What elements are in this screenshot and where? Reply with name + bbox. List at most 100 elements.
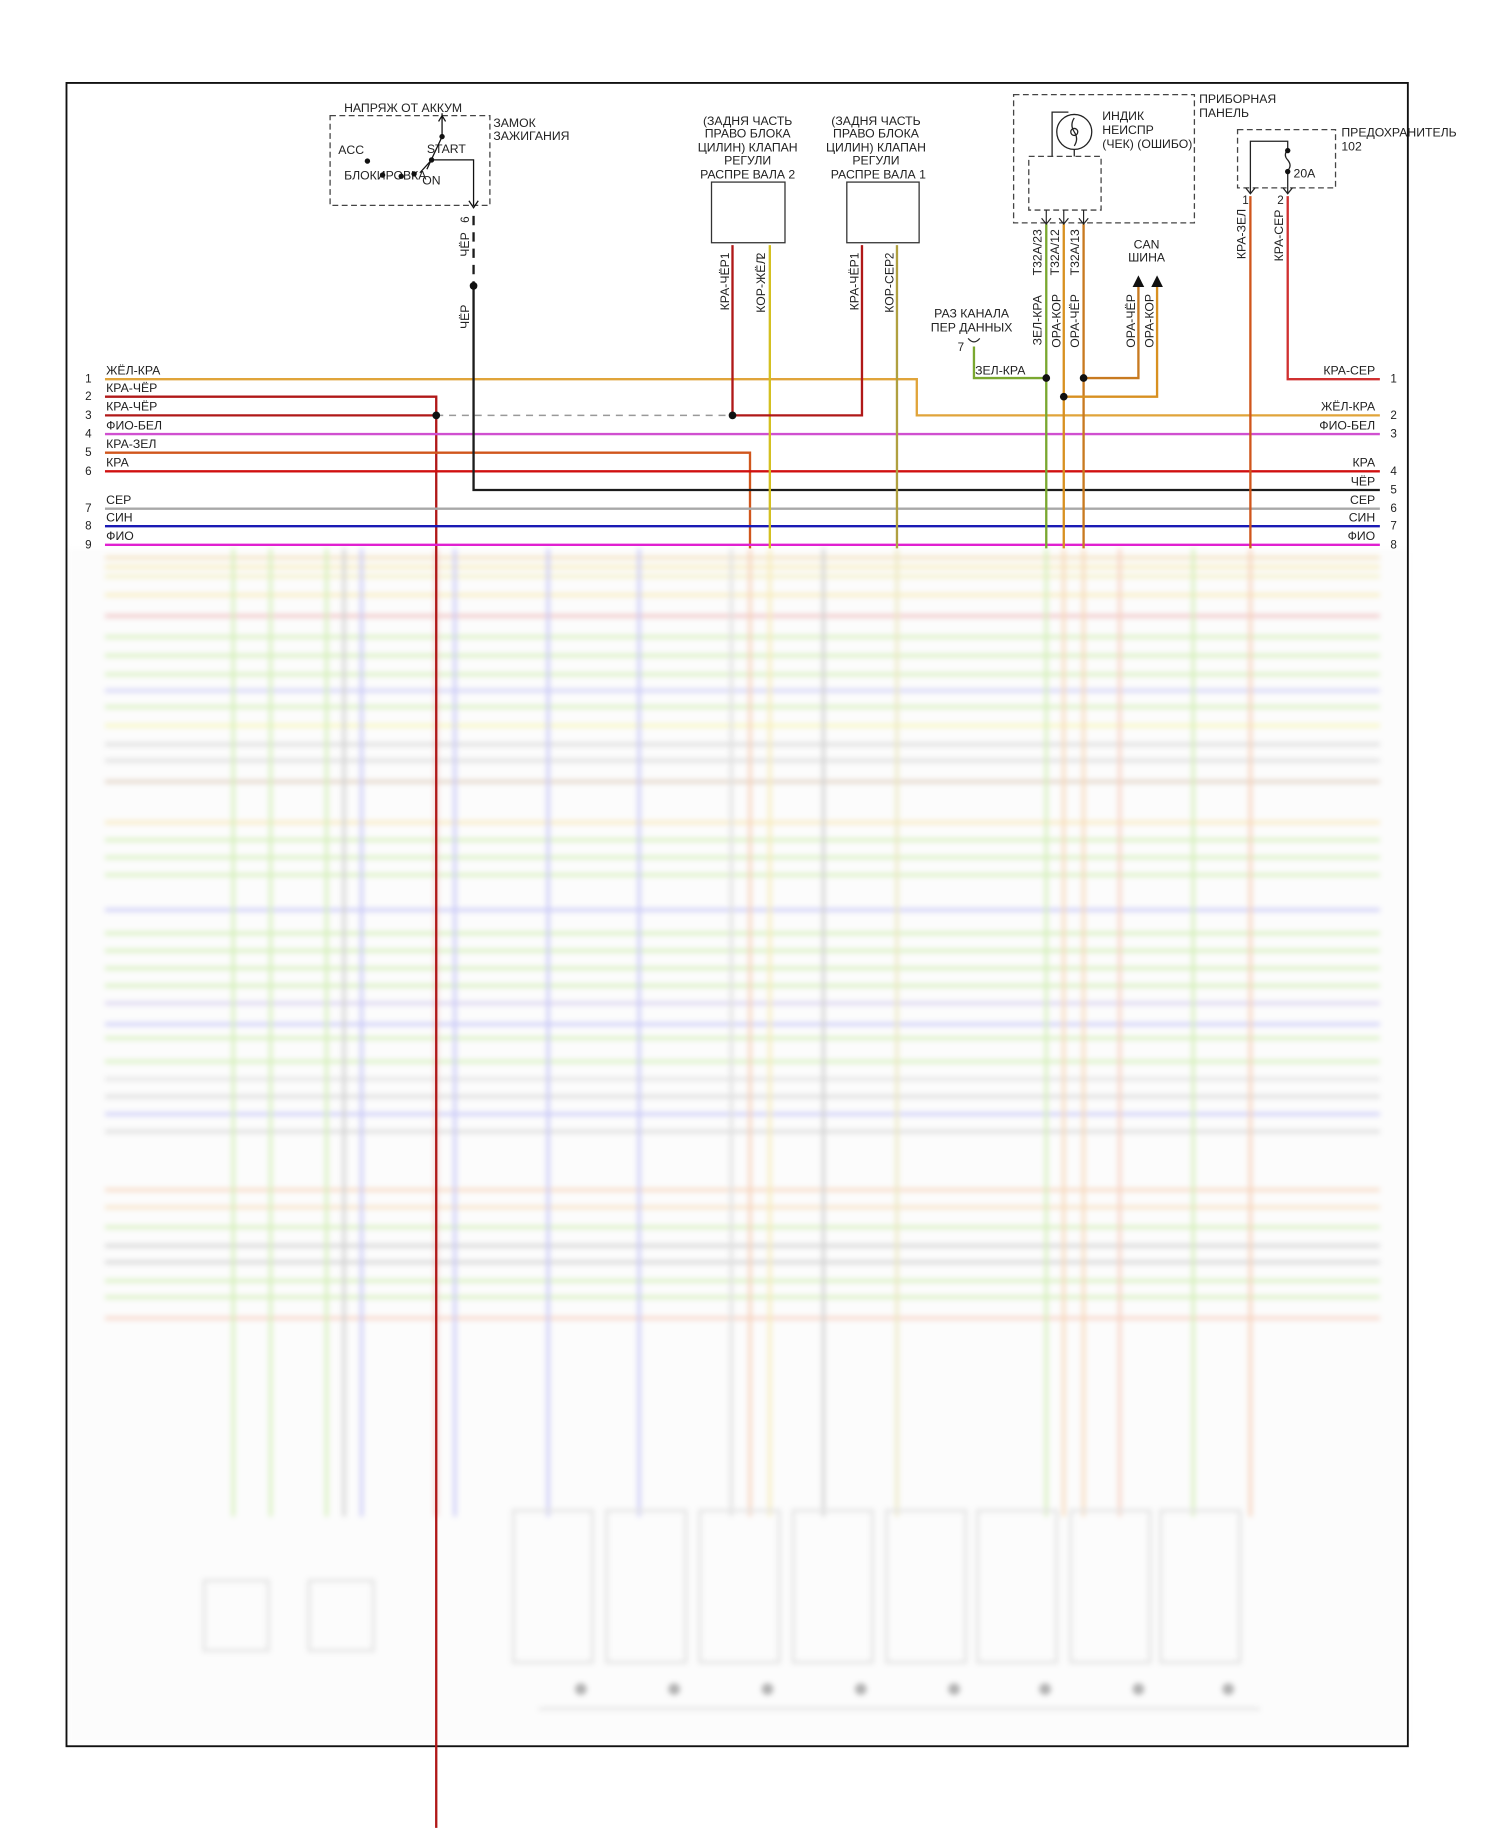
instrument-panel-box: [1012, 93, 1196, 224]
blurred-plug: [1039, 1683, 1051, 1695]
diagram-frame: [65, 82, 1409, 1748]
valve1-pin2: 2: [883, 253, 896, 259]
camshaft-valve-2: (ЗАДНЯ ЧАСТЬ ПРАВО БЛОКА ЦИЛИН) КЛАПАН Р…: [698, 114, 798, 313]
valve2-pin1: 1: [719, 253, 732, 259]
valve1-label: РАСПРЕ ВАЛА 1: [831, 168, 926, 182]
fuse-terminal: [1285, 147, 1291, 154]
switch-contacts-icon: [419, 113, 479, 209]
can-wire-label: ОРА-КОР: [1143, 294, 1157, 348]
left-pin-number: 6: [85, 465, 91, 478]
blurred-injector-coil: [698, 1509, 781, 1664]
fuse-rating: 20A: [1294, 166, 1317, 180]
ignition-name: ЗАМОК: [493, 116, 536, 130]
connector-icon: [967, 337, 981, 343]
ignition-name: ЗАЖИГАНИЯ: [493, 129, 569, 143]
instrument-panel: ПРИБОРНАЯ ПАНЕЛЬ ИНДИК НЕИСПР (ЧЕК) (ОШИ…: [1012, 92, 1276, 348]
can-wire-label: ОРА-ЧЁР: [1124, 294, 1138, 348]
camshaft-valve-1: (ЗАДНЯ ЧАСТЬ ПРАВО БЛОКА ЦИЛИН) КЛАПАН Р…: [826, 114, 926, 313]
right-pin-number: 7: [1390, 520, 1396, 533]
valve1-label: РЕГУЛИ: [852, 154, 899, 168]
right-pin-number: 4: [1390, 465, 1397, 478]
splice-dot: [432, 411, 441, 420]
valve2-pin2: 2: [755, 253, 768, 259]
right-wire-label: СЕР: [1350, 493, 1375, 507]
right-pin-number: 3: [1390, 428, 1396, 441]
wire-can-high: [1083, 284, 1140, 380]
left-wire-label: КРА-ЧЁР: [106, 381, 157, 395]
can-bus-label: CAN: [1134, 238, 1160, 252]
right-wire-label: СИН: [1349, 511, 1375, 525]
blurred-injector-coil: [885, 1509, 968, 1664]
instrument-panel-name: ПРИБОРНАЯ: [1199, 92, 1276, 106]
ignition-wire-label: ЧЁР: [458, 305, 472, 329]
left-wire-label: СИН: [106, 511, 132, 525]
wire-ignition-cher: [472, 285, 1380, 492]
blurred-injector-coil: [511, 1509, 594, 1664]
right-wire-label: ФИО: [1348, 529, 1376, 543]
ip-wire-label: ЗЕЛ-КРА: [1031, 294, 1045, 345]
wire-left-1: [104, 378, 1380, 417]
left-pin-number: 1: [85, 373, 91, 386]
left-wire-label: ФИО-БЕЛ: [106, 418, 162, 432]
valve1-label: (ЗАДНЯ ЧАСТЬ: [831, 114, 920, 128]
fuse-terminal: [1285, 168, 1291, 175]
lock-label: БЛОКИРОВКА: [344, 169, 427, 183]
blurred-plug: [1132, 1683, 1145, 1695]
data-link-wire-label: ЗЕЛ-КРА: [975, 364, 1026, 378]
blurred-injector-coil: [975, 1509, 1059, 1664]
fuse-wire1-label: КРА-ЗЕЛ: [1235, 209, 1249, 259]
left-wire-label: КРА-ЗЕЛ: [106, 437, 156, 451]
splice-dot: [469, 282, 478, 290]
right-pin-number: 2: [1390, 409, 1396, 422]
right-wire-label: ЧЁР: [1351, 474, 1375, 488]
valve2-label: РЕГУЛИ: [724, 154, 771, 168]
data-link-label: ПЕР ДАННЫХ: [931, 320, 1013, 334]
ip-wire-label: ОРА-КОР: [1049, 294, 1063, 348]
splice-dot: [728, 411, 737, 420]
fuse-number: 102: [1341, 140, 1362, 154]
wire-fuse-pin2: [1286, 196, 1380, 381]
valve2-label: РАСПРЕ ВАЛА 2: [700, 168, 795, 182]
right-pin-number: 8: [1390, 538, 1396, 551]
left-pin-number: 7: [85, 502, 91, 515]
blurred-plug: [948, 1683, 960, 1695]
wire-valve1-pin1: [732, 245, 864, 417]
valve1-box: [846, 181, 920, 244]
blurred-sensor: [307, 1579, 375, 1653]
left-wire-label: ЖЁЛ-КРА: [106, 364, 161, 378]
blurred-plug: [854, 1683, 867, 1695]
fuse-pin1: 1: [1242, 194, 1248, 207]
ip-connector-icon: [1041, 210, 1089, 226]
can-arrow-icon: [1132, 275, 1145, 288]
valve2-wire1-label: КРА-ЧЁР: [718, 259, 732, 310]
mil-lamp-label: НЕИСПР: [1102, 123, 1154, 137]
wire-can-low: [1063, 284, 1159, 398]
ip-pin-label: T32A/12: [1048, 229, 1062, 275]
ignition-switch-box: [329, 114, 491, 207]
valve2-label: (ЗАДНЯ ЧАСТЬ: [703, 114, 792, 128]
ip-pin-label: T32A/23: [1031, 229, 1045, 275]
right-wire-label: ФИО-БЕЛ: [1319, 418, 1375, 432]
splice-dot: [1042, 374, 1051, 382]
wire-data-link: [972, 346, 1047, 380]
splice-dot: [1059, 392, 1068, 401]
left-pin-number: 9: [85, 538, 91, 551]
wire-left-5: [104, 451, 752, 549]
fuse-pin2: 2: [1277, 194, 1283, 207]
fuse-wire2-label: КРА-СЕР: [1272, 210, 1286, 262]
switch-terminal-dots: [364, 133, 445, 179]
left-pin-number: 4: [85, 428, 92, 441]
left-wire-label: ФИО: [106, 529, 134, 543]
right-pin-number: 5: [1390, 484, 1396, 497]
blurred-background: [66, 548, 1408, 1747]
data-link-label: РАЗ КАНАЛА: [934, 306, 1010, 320]
right-connector: 1 КРА-СЕР 2 ЖЁЛ-КРА 3 ФИО-БЕЛ 4 КРА 5 ЧЁР 6 СЕР 7 СИН…: [1319, 364, 1397, 552]
ip-wire-label: ОРА-ЧЁР: [1068, 294, 1082, 348]
blurred-injector-coil: [1069, 1509, 1152, 1664]
on-label: ON: [422, 173, 440, 187]
valve1-pin1: 1: [848, 253, 861, 259]
left-connector: 1 ЖЁЛ-КРА 2 КРА-ЧЁР 3 КРА-ЧЁР 4 ФИО-БЕЛ 5 КРА-ЗЕЛ…: [85, 364, 162, 552]
valve2-label: ПРАВО БЛОКА: [705, 127, 792, 141]
left-wire-label: КРА-ЧЁР: [106, 400, 157, 414]
